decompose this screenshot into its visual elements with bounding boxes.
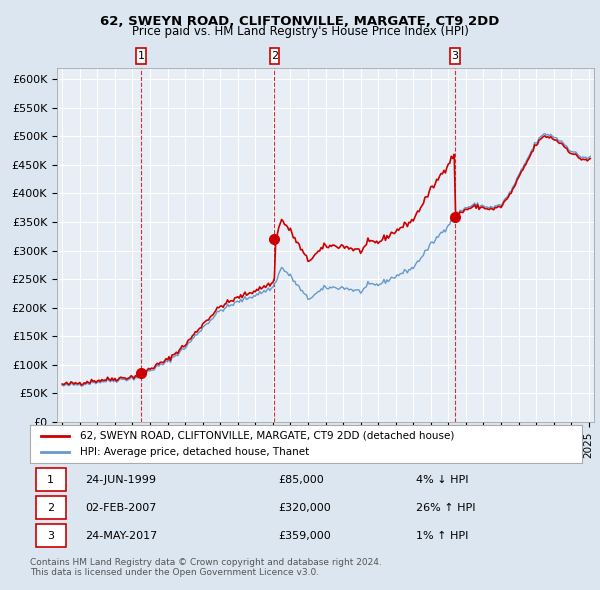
Text: 24-MAY-2017: 24-MAY-2017 <box>85 531 157 541</box>
Text: 3: 3 <box>452 51 458 61</box>
Text: £359,000: £359,000 <box>278 531 331 541</box>
FancyBboxPatch shape <box>269 48 279 64</box>
Text: Contains HM Land Registry data © Crown copyright and database right 2024.
This d: Contains HM Land Registry data © Crown c… <box>30 558 382 577</box>
Text: 24-JUN-1999: 24-JUN-1999 <box>85 475 156 485</box>
Text: HPI: Average price, detached house, Thanet: HPI: Average price, detached house, Than… <box>80 447 309 457</box>
FancyBboxPatch shape <box>451 48 460 64</box>
Text: 26% ↑ HPI: 26% ↑ HPI <box>416 503 476 513</box>
Text: 2: 2 <box>47 503 54 513</box>
Text: 1: 1 <box>137 51 145 61</box>
Text: 3: 3 <box>47 531 54 541</box>
Text: 62, SWEYN ROAD, CLIFTONVILLE, MARGATE, CT9 2DD (detached house): 62, SWEYN ROAD, CLIFTONVILLE, MARGATE, C… <box>80 431 454 441</box>
Text: Price paid vs. HM Land Registry's House Price Index (HPI): Price paid vs. HM Land Registry's House … <box>131 25 469 38</box>
Text: 02-FEB-2007: 02-FEB-2007 <box>85 503 157 513</box>
Text: 2: 2 <box>271 51 278 61</box>
FancyBboxPatch shape <box>136 48 146 64</box>
FancyBboxPatch shape <box>35 468 66 491</box>
Text: 1: 1 <box>47 475 54 485</box>
FancyBboxPatch shape <box>35 496 66 519</box>
Text: 1% ↑ HPI: 1% ↑ HPI <box>416 531 469 541</box>
Text: £320,000: £320,000 <box>278 503 331 513</box>
Text: 4% ↓ HPI: 4% ↓ HPI <box>416 475 469 485</box>
Text: £85,000: £85,000 <box>278 475 324 485</box>
Text: 62, SWEYN ROAD, CLIFTONVILLE, MARGATE, CT9 2DD: 62, SWEYN ROAD, CLIFTONVILLE, MARGATE, C… <box>100 15 500 28</box>
FancyBboxPatch shape <box>35 524 66 548</box>
